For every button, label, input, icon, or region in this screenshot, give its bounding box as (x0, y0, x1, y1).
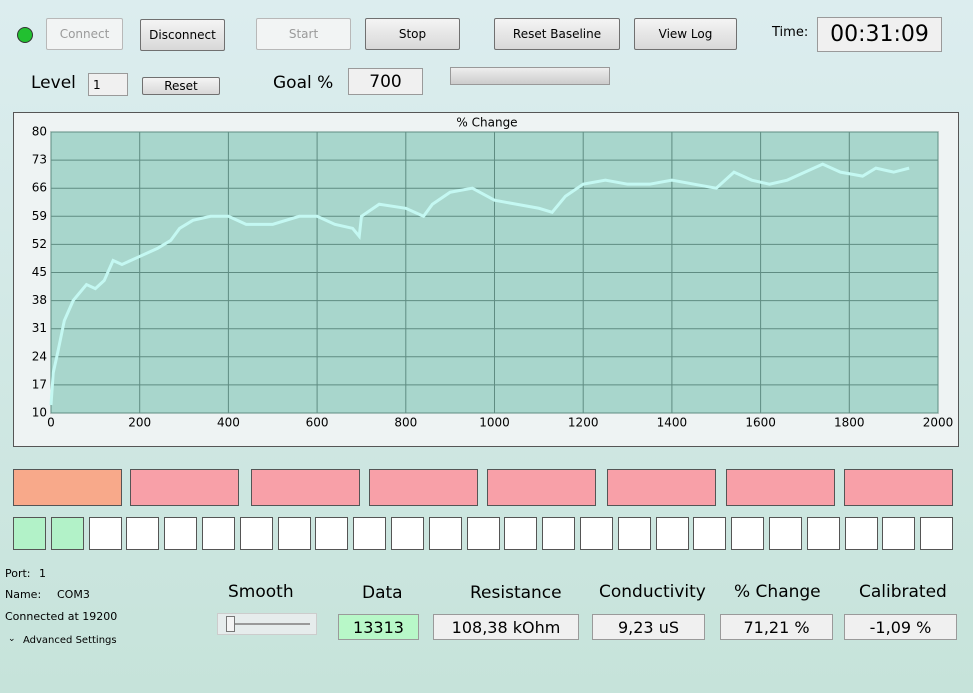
x-tick-label: 400 (217, 416, 240, 430)
x-tick-label: 1200 (568, 416, 599, 430)
port-label: Port: (5, 567, 31, 580)
level-input[interactable]: 1 (88, 73, 128, 96)
start-button[interactable]: Start (256, 18, 351, 50)
data-line (49, 162, 910, 406)
level-label: Level (31, 73, 76, 93)
change-value: 71,21 % (720, 614, 833, 640)
y-tick-label: 24 (32, 349, 47, 363)
indicator-cell (50, 517, 84, 550)
stop-button[interactable]: Stop (365, 18, 460, 50)
y-tick-label: 73 (32, 153, 47, 167)
advanced-settings[interactable]: Advanced Settings (23, 635, 117, 646)
indicator-block (487, 469, 596, 506)
goal-display: 700 (348, 68, 423, 95)
x-tick-label: 1400 (657, 416, 688, 430)
resistance-value: 108,38 kOhm (433, 614, 579, 640)
x-tick-label: 1000 (479, 416, 510, 430)
view-log-button[interactable]: View Log (634, 18, 737, 50)
data-value: 13313 (338, 614, 419, 640)
indicator-block (844, 469, 953, 506)
y-tick-label: 10 (32, 406, 47, 420)
indicator-cell (769, 517, 802, 550)
indicator-block (13, 469, 122, 506)
indicator-block (607, 469, 716, 506)
indicator-cell (580, 517, 613, 550)
data-label: Data (362, 583, 403, 603)
indicator-cell (693, 517, 727, 550)
indicator-cell (13, 517, 46, 550)
indicator-cell (806, 517, 840, 550)
reset-baseline-button[interactable]: Reset Baseline (494, 18, 620, 50)
time-label: Time: (772, 25, 809, 40)
y-tick-label: 17 (32, 377, 47, 391)
indicator-cell (277, 517, 311, 550)
x-tick-label: 600 (306, 416, 329, 430)
y-tick-label: 66 (32, 181, 47, 195)
calibrated-value: -1,09 % (844, 614, 957, 640)
indicator-cell (542, 517, 576, 550)
indicator-cell (126, 517, 160, 550)
indicator-cell (504, 517, 538, 550)
indicator-block (251, 469, 360, 506)
goal-label: Goal % (273, 73, 334, 93)
y-tick-label: 80 (32, 125, 47, 139)
indicator-cell (88, 517, 122, 550)
progress-bar (450, 67, 610, 85)
indicator-cell (655, 517, 689, 550)
status-led (17, 27, 33, 43)
y-tick-label: 45 (32, 265, 47, 279)
indicator-cell (882, 517, 916, 550)
smooth-slider[interactable] (217, 613, 317, 635)
indicator-cell (920, 517, 954, 550)
reset-button[interactable]: Reset (142, 77, 220, 95)
change-label: % Change (734, 582, 821, 602)
port-value: 1 (39, 567, 46, 580)
x-tick-label: 200 (128, 416, 151, 430)
calibrated-label: Calibrated (859, 582, 947, 602)
indicator-cell (466, 517, 500, 550)
y-tick-label: 59 (32, 209, 47, 223)
disconnect-button[interactable]: Disconnect (140, 19, 225, 51)
advanced-icon[interactable]: ⌄ (8, 634, 16, 644)
indicator-cell (428, 517, 462, 550)
x-tick-label: 1800 (834, 416, 865, 430)
indicator-block (726, 469, 835, 506)
smooth-label: Smooth (228, 582, 294, 602)
conductivity-label: Conductivity (599, 582, 706, 602)
indicator-cell (239, 517, 273, 550)
indicator-cell (617, 517, 651, 550)
time-display: 00:31:09 (817, 17, 942, 52)
indicator-cell (315, 517, 349, 550)
chart-title: % Change (456, 116, 517, 130)
x-tick-label: 800 (394, 416, 417, 430)
indicator-cell (844, 517, 878, 550)
y-tick-label: 38 (32, 293, 47, 307)
y-tick-label: 31 (32, 321, 47, 335)
indicator-cell (164, 517, 198, 550)
indicator-block (369, 469, 478, 506)
conductivity-value: 9,23 uS (592, 614, 705, 640)
x-tick-label: 2000 (923, 416, 954, 430)
indicator-cell (353, 517, 387, 550)
connection-status: Connected at 19200 (5, 610, 118, 623)
name-label: Name: (5, 588, 42, 601)
y-tick-label: 52 (32, 237, 47, 251)
indicator-cell (731, 517, 765, 550)
resistance-label: Resistance (470, 583, 562, 603)
indicator-cell (391, 517, 424, 550)
indicator-block (130, 469, 239, 506)
x-tick-label: 0 (47, 416, 55, 430)
name-value: COM3 (57, 588, 90, 601)
connect-button[interactable]: Connect (46, 18, 123, 50)
x-tick-label: 1600 (745, 416, 776, 430)
indicator-cell (202, 517, 235, 550)
